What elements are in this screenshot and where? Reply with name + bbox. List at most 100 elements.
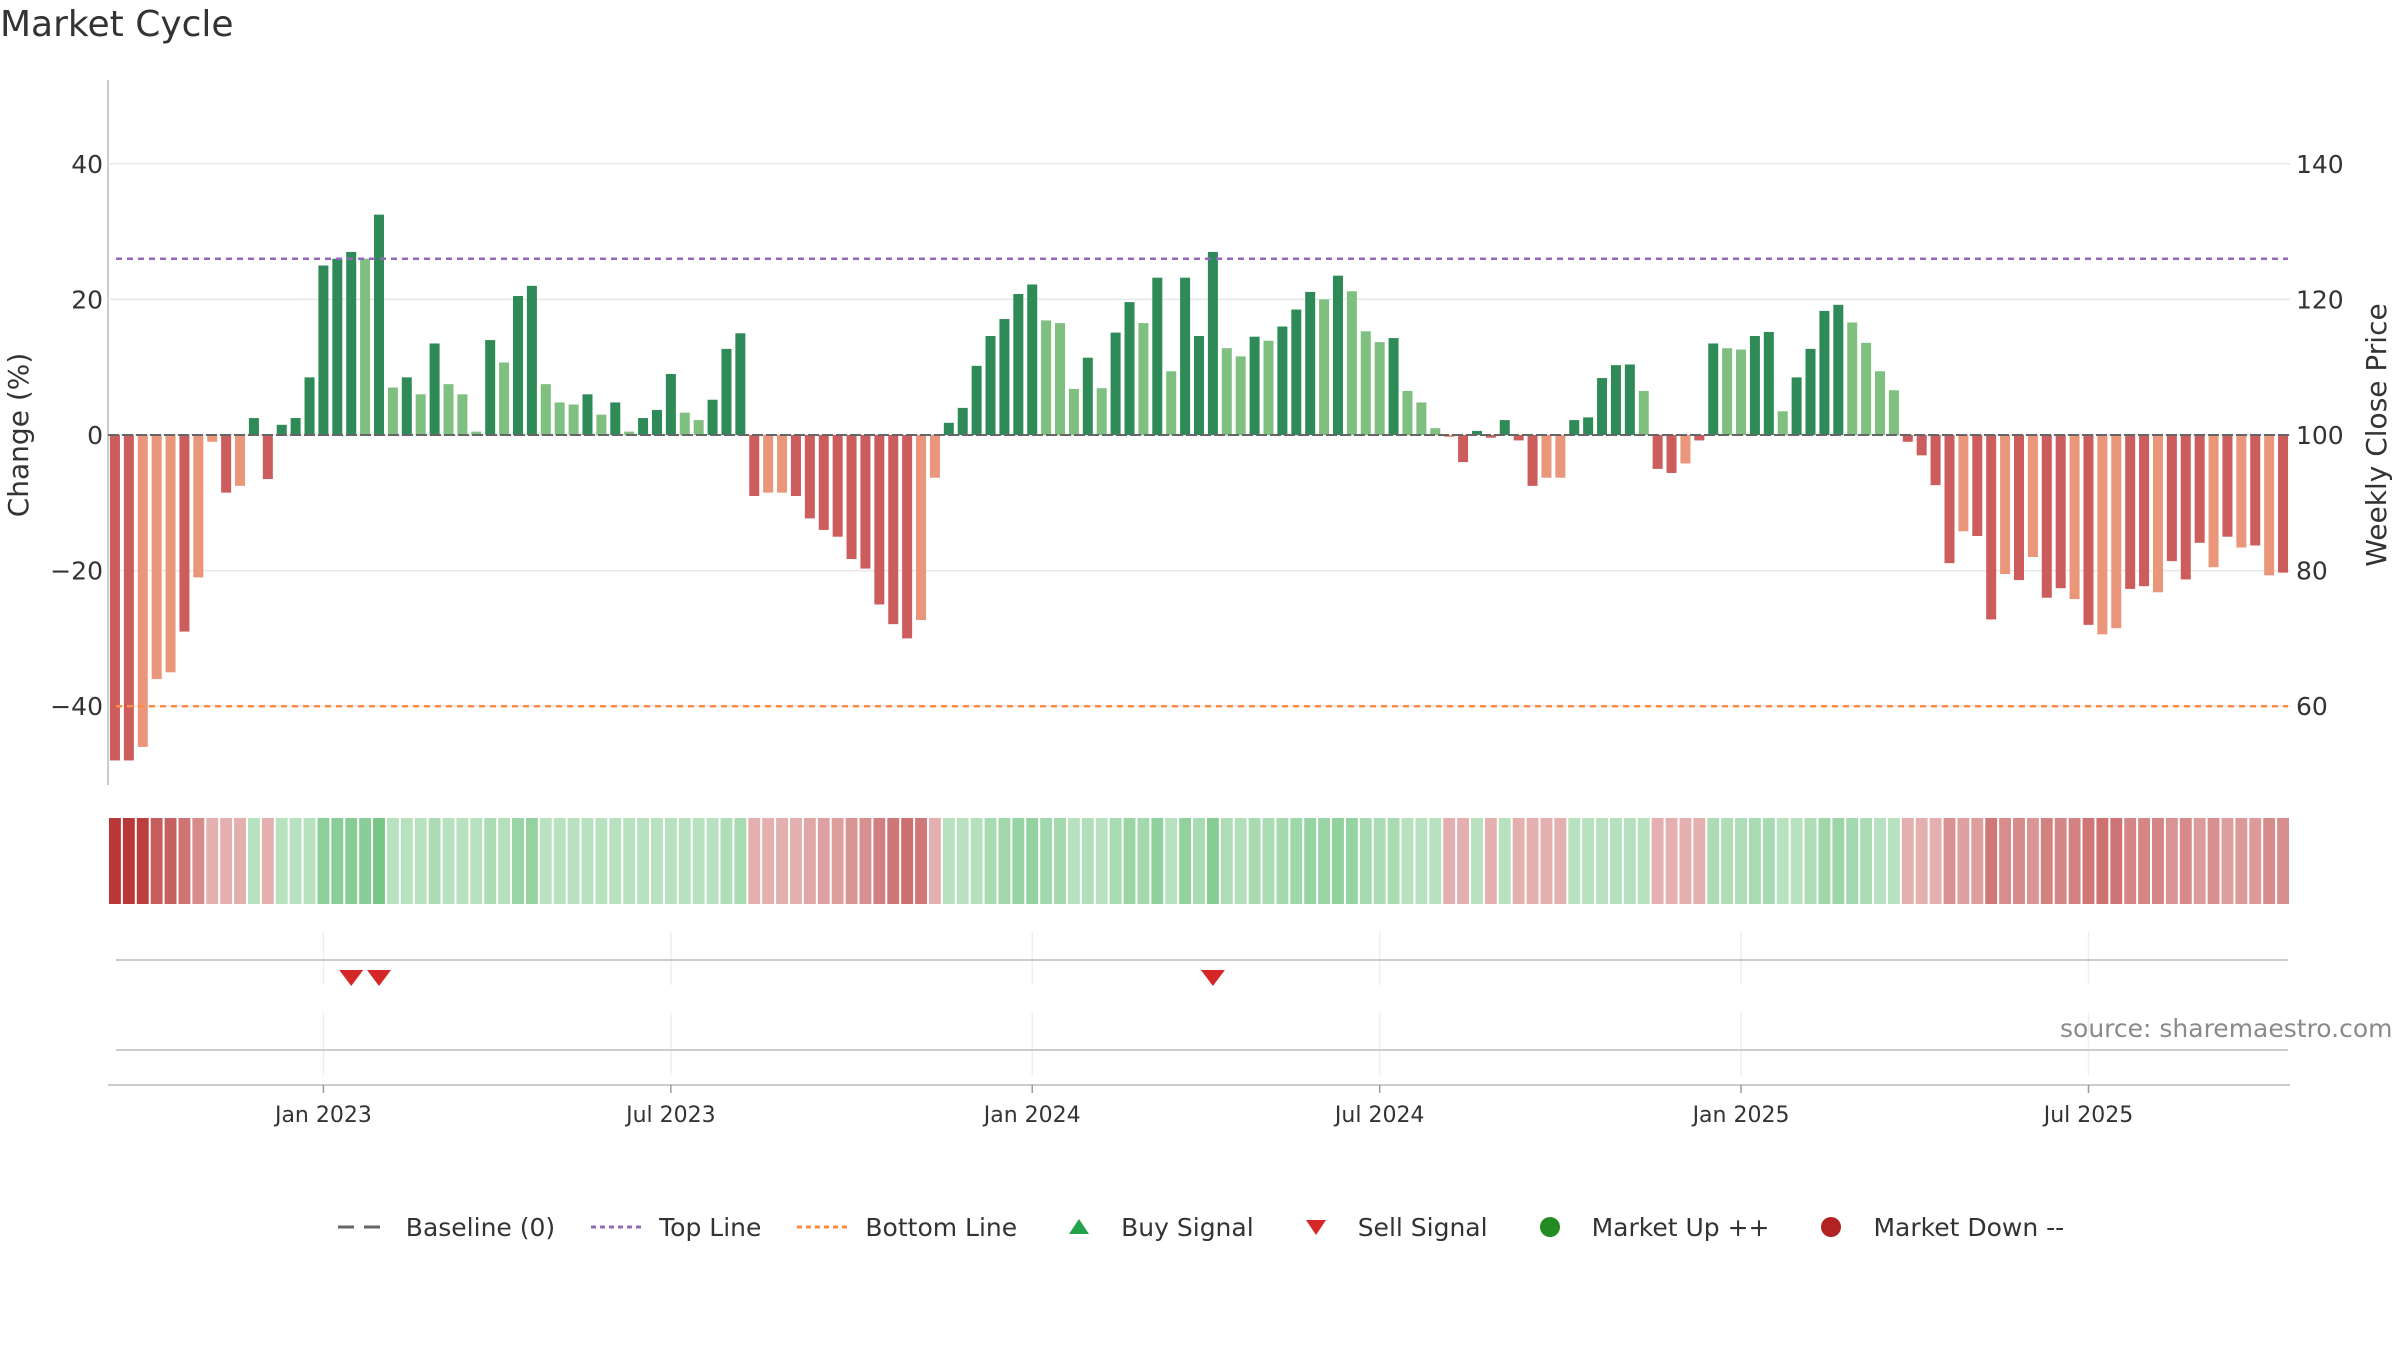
heat-cell [470,818,483,904]
heat-cell [1040,818,1053,904]
heat-cell [136,818,149,904]
bar [2166,435,2177,562]
bar [2194,435,2205,543]
heat-cell [1526,818,1539,904]
bar [860,435,871,569]
heat-cell [1095,818,1108,904]
bar [2152,435,2163,593]
bar [818,435,829,530]
heat-cell [1123,818,1136,904]
heat-cell [122,818,135,904]
heat-cell [1707,818,1720,904]
bar [568,404,579,435]
chart-legend: Baseline (0) Top Line Bottom Line Buy Signa… [0,1205,2400,1249]
heat-cell [1081,818,1094,904]
bar [985,336,996,435]
bar [443,384,454,435]
heat-cell [595,818,608,904]
bar [777,435,788,493]
bar [346,251,357,435]
heat-cell [2138,818,2151,904]
heat-cell [1318,818,1331,904]
y-tick-label: −20 [50,557,103,586]
heat-cell [1234,818,1247,904]
heat-cell [1359,818,1372,904]
heat-cell [1609,818,1622,904]
bar [679,412,690,435]
heat-cell [887,818,900,904]
heat-cell [1637,818,1650,904]
bar [2222,435,2233,537]
heat-cell [1457,818,1470,904]
heat-cell [1540,818,1553,904]
heat-cell [2249,818,2262,904]
bar [526,285,537,435]
heat-cell [2165,818,2178,904]
bar [1847,322,1858,435]
y-tick-label: 0 [87,421,103,450]
heat-cell [901,818,914,904]
heat-cell [1054,818,1066,904]
triangle-up-icon [1051,1217,1107,1237]
heat-cell [1262,818,1275,904]
bar [638,418,649,435]
bar [1958,435,1969,532]
heat-cell [289,818,302,904]
bar [499,362,510,435]
bar [429,343,440,435]
heat-cell [984,818,997,904]
bar [888,435,899,625]
heat-cell [1693,818,1706,904]
heat-cell [1443,818,1456,904]
bar [1166,371,1177,435]
bar [2013,435,2024,581]
bar [1805,348,1816,435]
heat-cell [1401,818,1414,904]
heat-cell [1332,818,1344,904]
bar [1332,275,1343,435]
bar [1749,336,1760,435]
bar [1555,435,1566,478]
bar [262,435,273,480]
heat-cell [1874,818,1886,904]
heat-cell [442,818,455,904]
sell-signal-marker [339,970,364,986]
x-tick-label: Jul 2023 [624,1103,716,1128]
heat-cell [1985,818,1998,904]
circle-icon [1803,1217,1859,1237]
heat-cell [373,818,385,904]
bar [1902,435,1913,442]
bar [207,435,218,442]
heat-cell [2110,818,2123,904]
legend-item: Top Line [589,1213,761,1242]
bar [693,420,704,435]
heat-cell [942,818,955,904]
heat-cell [2068,818,2081,904]
bar [1763,331,1774,435]
heat-cell [790,818,802,904]
heat-cell [1651,818,1664,904]
heat-cell [692,818,705,904]
heat-cell [678,818,691,904]
bar [193,435,204,578]
heat-cell [1471,818,1483,904]
bar [235,435,246,486]
heat-cell [1971,818,1984,904]
bar [1888,390,1899,435]
heat-cell [414,818,427,904]
bar [2097,435,2108,635]
heat-cell [539,818,552,904]
bar [957,407,968,435]
bar [1736,349,1747,435]
bar [512,296,523,435]
bar [1041,320,1052,435]
bar [1346,291,1357,435]
heat-cell [2026,818,2039,904]
heat-cell [1206,818,1219,904]
bar [276,424,287,435]
bar [304,377,315,435]
bar [137,435,148,747]
legend-item: Market Up ++ [1522,1213,1769,1242]
sell-signal-marker [367,970,392,986]
